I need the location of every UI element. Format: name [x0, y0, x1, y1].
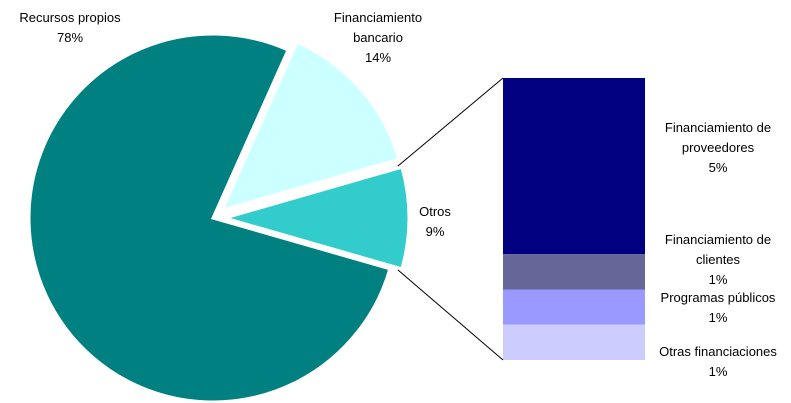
label-name: Otros	[419, 204, 451, 219]
pie-slice	[219, 165, 411, 271]
label-name: Programas públicos	[660, 290, 776, 305]
label-name: Financiamiento bancario	[333, 10, 423, 45]
bar-label: Financiamiento de clientes 1%	[643, 230, 791, 290]
connector-line	[397, 77, 504, 167]
label-name: Recursos propios	[19, 10, 121, 25]
pie-slice	[27, 32, 392, 403]
label-name: Otras financiaciones	[659, 344, 777, 359]
label-value: 5%	[708, 160, 728, 175]
label-value: 1%	[708, 364, 728, 379]
bar-label: Programas públicos 1%	[643, 288, 791, 328]
label-value: 78%	[56, 30, 84, 45]
pie-label: Financiamiento bancario 14%	[318, 8, 438, 68]
label-name: Financiamiento de clientes	[664, 232, 772, 267]
connector-line	[397, 269, 504, 361]
pie-label: Otros 9%	[405, 202, 465, 242]
bar-segment	[503, 254, 645, 290]
pie-label: Recursos propios 78%	[0, 8, 145, 48]
label-value: 1%	[708, 272, 728, 287]
label-value: 14%	[364, 50, 392, 65]
label-name: Financiamiento de proveedores	[664, 120, 772, 155]
bar-label: Financiamiento de proveedores 5%	[643, 118, 791, 178]
bar-segment	[503, 324, 645, 360]
label-value: 1%	[708, 310, 728, 325]
bar-segment	[503, 78, 645, 255]
pie-slice	[219, 40, 401, 213]
bar-label: Otras financiaciones 1%	[638, 342, 791, 382]
label-value: 9%	[425, 224, 445, 239]
bar-segment	[503, 289, 645, 325]
